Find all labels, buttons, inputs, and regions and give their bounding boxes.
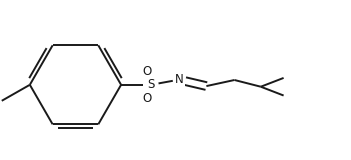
Text: O: O [143, 92, 152, 105]
Text: S: S [147, 78, 155, 91]
Text: O: O [143, 65, 152, 78]
Text: N: N [175, 73, 183, 86]
